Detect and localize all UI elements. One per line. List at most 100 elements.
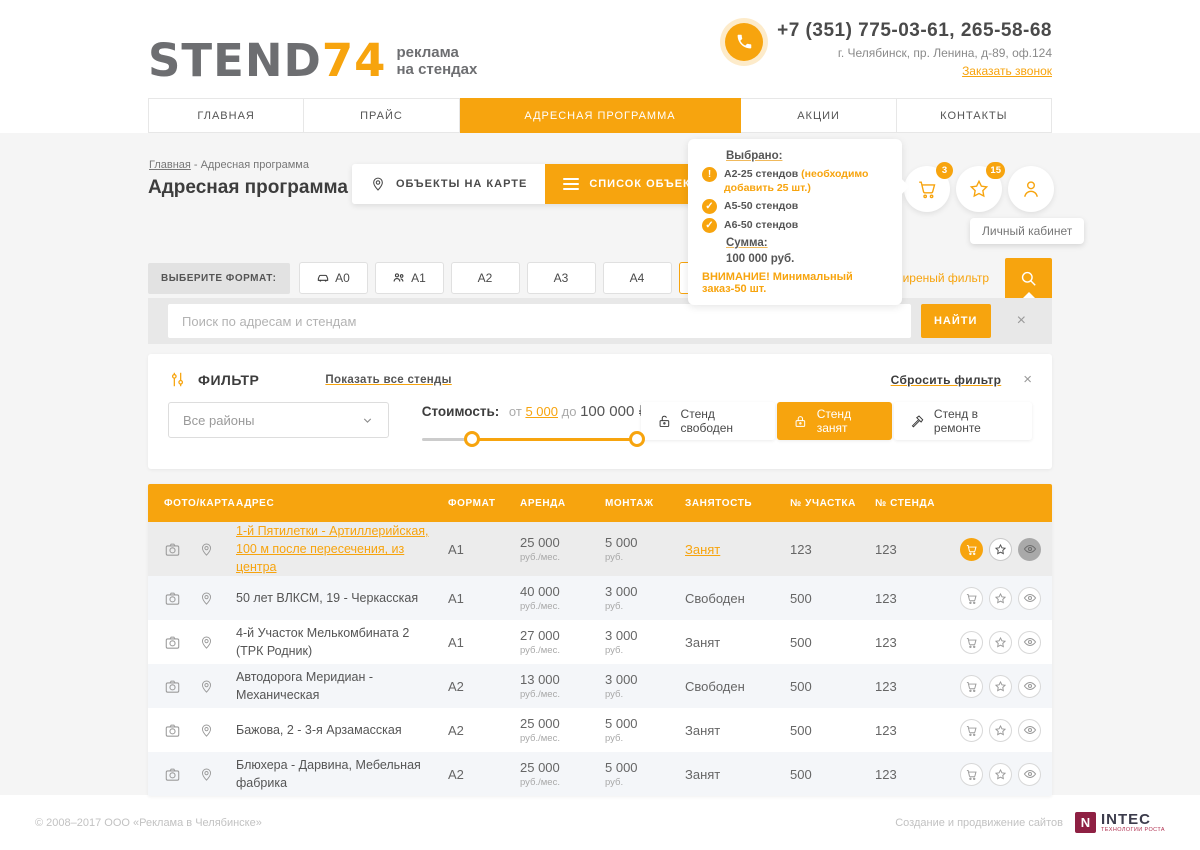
map-pin-icon[interactable] [199, 542, 214, 557]
stand-address[interactable]: Блюхера - Дарвина, Мебельная фабрика [236, 758, 421, 791]
page-title: Адресная программа [148, 177, 348, 198]
callback-link[interactable]: Заказать звонок [962, 64, 1052, 78]
logo[interactable]: STEND74 реклама на стендах [148, 18, 478, 83]
stand-number: 123 [875, 541, 897, 557]
cart-badge: 3 [936, 162, 953, 179]
add-to-cart-button[interactable] [960, 718, 983, 742]
favorite-button[interactable] [989, 630, 1012, 654]
account-button[interactable] [1008, 166, 1054, 212]
view-button[interactable] [1018, 537, 1041, 561]
warning-icon: ! [702, 167, 717, 182]
search-submit-button[interactable]: НАЙТИ [920, 304, 991, 338]
tab-contacts[interactable]: КОНТАКТЫ [896, 98, 1052, 133]
stand-format: A1 [448, 590, 464, 606]
breadcrumb: Главная - Адресная программа [149, 159, 309, 171]
car-icon [317, 274, 329, 282]
photo-icon[interactable] [164, 722, 181, 739]
format-bar: ВЫБЕРИТЕ ФОРМАТ: A0 A1 A2 A3 A4 A5 A6 3 … [148, 258, 1052, 298]
stand-format: A2 [448, 766, 464, 782]
format-button-a0[interactable]: A0 [298, 262, 368, 294]
occupancy-status: Занят [685, 766, 721, 782]
search-toggle-button[interactable] [1005, 258, 1052, 298]
search-input[interactable] [168, 304, 911, 338]
cart-button[interactable]: 3 [904, 162, 953, 212]
install-value: 3 000 [605, 628, 638, 644]
tab-price[interactable]: ПРАЙС [304, 98, 460, 133]
add-to-cart-button[interactable] [960, 586, 983, 610]
view-button[interactable] [1018, 630, 1041, 654]
filter-title: ФИЛЬТР [198, 371, 260, 388]
view-button[interactable] [1018, 718, 1041, 742]
status-occupied-button[interactable]: Стенд занят [776, 402, 893, 440]
favorite-button[interactable] [989, 586, 1012, 610]
view-button[interactable] [1018, 674, 1041, 698]
slider-handle-min[interactable] [463, 431, 480, 447]
tab-address-program[interactable]: АДРЕСНАЯ ПРОГРАММА [459, 98, 742, 133]
install-value: 5 000 [605, 760, 638, 776]
map-pin-icon[interactable] [199, 767, 214, 782]
occupancy-status: Свободен [685, 678, 745, 694]
developer-credit: Создание и продвижение сайтов [895, 816, 1063, 829]
add-to-cart-button[interactable] [960, 674, 983, 698]
show-all-stands-link[interactable]: Показать все стенды [325, 373, 452, 386]
map-pin-icon[interactable] [199, 679, 214, 694]
account-tooltip: Личный кабинет [970, 218, 1085, 244]
stand-number: 123 [875, 590, 897, 606]
search-close-icon[interactable]: × [1016, 312, 1026, 329]
hammer-icon [911, 414, 924, 427]
site-header: STEND74 реклама на стендах +7 (351) 775-… [0, 0, 1200, 98]
intec-logo[interactable]: N INTEC ТЕХНОЛОГИИ РОСТА [1074, 812, 1165, 834]
slider-handle-max[interactable] [628, 431, 645, 447]
tab-home[interactable]: ГЛАВНАЯ [148, 98, 305, 133]
reset-filter-link[interactable]: Сбросить фильтр [890, 372, 1002, 387]
price-label: Стоимость: [421, 404, 500, 419]
filter-panel: ФИЛЬТР Показать все стенды Сбросить филь… [148, 354, 1052, 469]
add-to-cart-button[interactable] [960, 630, 983, 654]
favorite-button[interactable] [989, 762, 1012, 786]
objects-on-map-button[interactable]: ОБЪЕКТЫ НА КАРТЕ [352, 164, 546, 204]
plot-number: 500 [790, 634, 812, 650]
format-button-a4[interactable]: A4 [602, 262, 672, 294]
phone-icon [725, 23, 764, 61]
price-slider [421, 431, 645, 448]
stand-number: 123 [875, 634, 897, 650]
view-button[interactable] [1018, 586, 1041, 610]
stand-address[interactable]: Автодорога Меридиан - Механическая [236, 670, 374, 703]
status-repair-button[interactable]: Стенд в ремонте [894, 402, 1032, 440]
favorite-button[interactable] [989, 718, 1012, 742]
stand-address[interactable]: Бажова, 2 - 3-я Арзамасская [236, 723, 402, 738]
format-button-a2[interactable]: A2 [450, 262, 520, 294]
favorite-button[interactable] [989, 537, 1012, 561]
tab-promos[interactable]: АКЦИИ [741, 98, 897, 133]
favorites-button[interactable]: 15 [956, 162, 1005, 212]
view-button[interactable] [1018, 762, 1041, 786]
stand-address[interactable]: 50 лет ВЛКСМ, 19 - Черкасская [236, 591, 419, 606]
occupancy-status[interactable]: Занят [685, 541, 721, 557]
photo-icon[interactable] [164, 634, 181, 651]
add-to-cart-button[interactable] [960, 537, 983, 561]
rent-value: 13 000 [520, 672, 560, 688]
map-pin-icon[interactable] [199, 723, 214, 738]
add-to-cart-button[interactable] [960, 762, 983, 786]
stand-address[interactable]: 4-й Участок Мелькомбината 2 (ТРК Родник) [236, 626, 410, 659]
photo-icon[interactable] [164, 678, 181, 695]
photo-icon[interactable] [164, 766, 181, 783]
format-button-a3[interactable]: A3 [526, 262, 596, 294]
photo-icon[interactable] [164, 590, 181, 607]
map-pin-icon[interactable] [199, 591, 214, 606]
stand-address-link[interactable]: 1-й Пятилетки - Артиллерийская, 100 м по… [236, 524, 429, 575]
phone-number: +7 (351) 775-03-61, 265-58-68 [777, 20, 1052, 41]
breadcrumb-home-link[interactable]: Главная [149, 159, 191, 171]
format-button-a1[interactable]: A1 [374, 262, 444, 294]
map-pin-icon[interactable] [199, 635, 214, 650]
district-select[interactable]: Все районы [168, 402, 389, 438]
status-free-button[interactable]: Стенд свободен [640, 402, 775, 440]
logo-tagline: реклама на стендах [396, 44, 478, 78]
price-from-value[interactable]: 5 000 [525, 404, 558, 419]
favorite-button[interactable] [989, 674, 1012, 698]
photo-icon[interactable] [164, 541, 181, 558]
stand-format: A1 [448, 541, 464, 557]
occupancy-status: Свободен [685, 590, 745, 606]
filter-close-icon[interactable]: × [1023, 371, 1032, 388]
stands-table: ФОТО/КАРТА АДРЕС ФОРМАТ АРЕНДА МОНТАЖ ЗАНЯТОС… [148, 484, 1052, 797]
